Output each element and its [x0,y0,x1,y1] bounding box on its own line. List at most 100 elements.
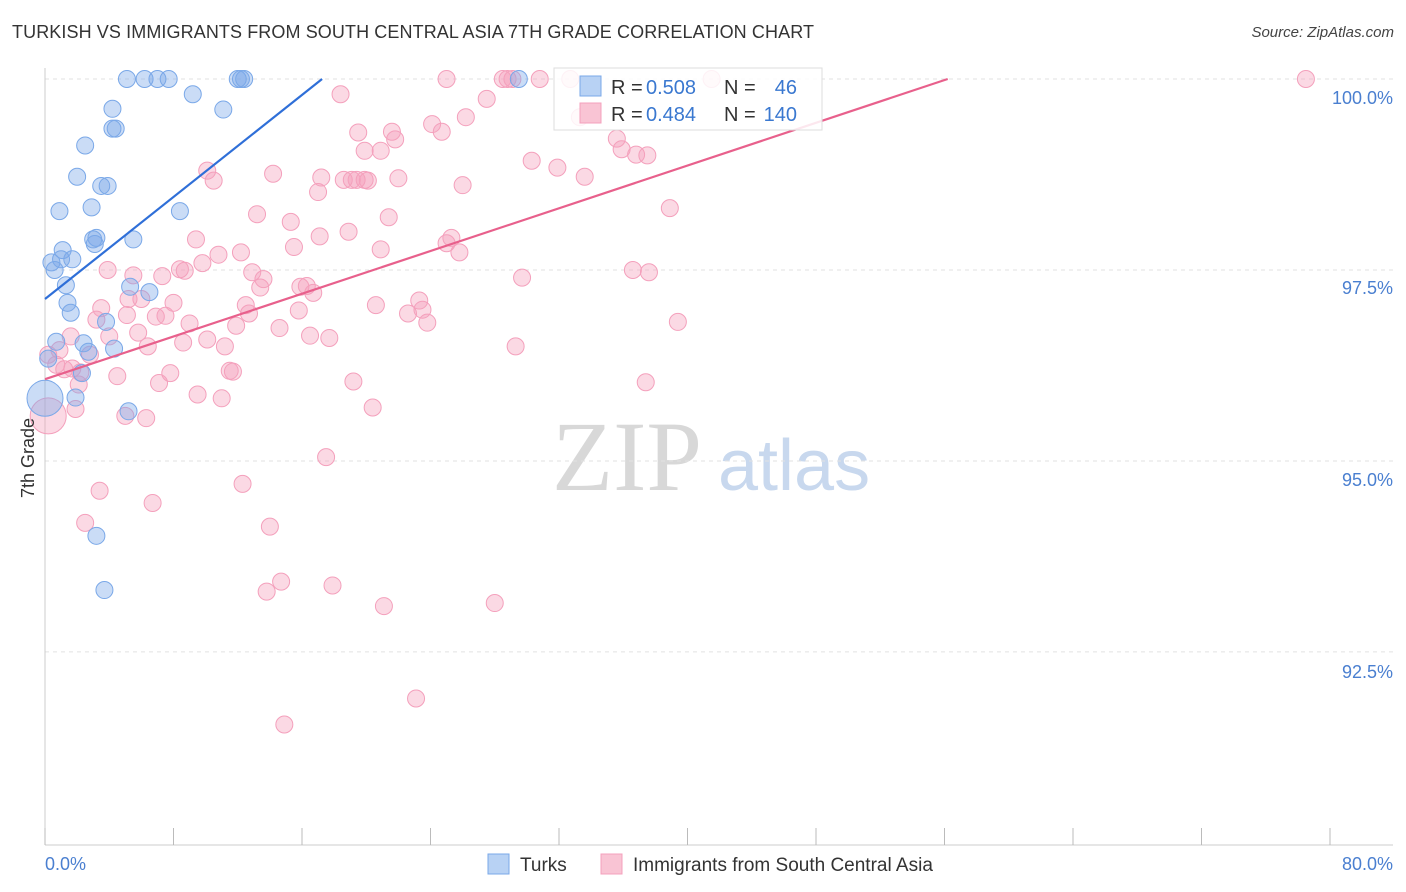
data-point [129,323,148,342]
legend-r-value: 0.484 [646,104,696,126]
watermark-zip: ZIP [552,401,702,512]
data-point [188,385,207,404]
data-point [506,337,525,356]
data-point [379,208,398,227]
legend-swatch-turks [579,75,602,97]
bottom-legend-swatch-immigrants [600,853,623,875]
data-point [358,171,377,190]
data-point [150,374,169,393]
data-point [281,212,300,231]
data-point [548,158,567,177]
data-point [214,100,233,119]
legend-r-label: R = [611,77,643,99]
data-point [450,243,469,262]
data-point [153,267,172,286]
data-point [235,70,254,88]
data-point [121,277,140,296]
data-point [456,108,475,127]
data-point [175,261,194,280]
data-point [98,260,117,279]
data-point [493,70,512,88]
data-point [289,301,308,320]
data-point [636,373,655,392]
data-point [453,176,472,195]
data-point [638,146,657,165]
data-point [243,263,262,282]
data-point [164,293,183,312]
data-point [193,254,212,273]
data-point [92,299,111,318]
data-point [198,330,217,349]
legend-box: R = 0.508 N = 46 R = 0.484 N = 140 [553,67,823,131]
data-point [124,230,143,249]
data-point [45,260,64,279]
data-point [100,327,119,346]
data-point [53,241,72,260]
data-point [264,164,283,183]
data-point [509,70,528,88]
data-point [95,581,114,600]
y-tick-label: 95.0% [1342,470,1393,490]
legend-r-value: 0.508 [646,77,696,99]
data-point [108,367,127,386]
data-point [257,582,276,601]
data-point [1296,70,1315,88]
data-point [272,572,291,591]
x-tick-label-max: 80.0% [1342,854,1393,874]
data-point [432,122,451,141]
data-point [660,199,679,218]
y-tick-label: 92.5% [1342,662,1393,682]
data-point [223,362,242,381]
data-point [146,307,165,326]
legend-n-value: 46 [775,77,797,99]
data-point [301,326,320,345]
data-point [56,276,75,295]
data-point [323,576,342,595]
data-point [82,198,101,217]
data-point [371,141,390,160]
data-point [138,337,157,356]
data-point [349,123,368,142]
legend-n-value: 140 [764,104,797,126]
data-point [503,70,522,88]
data-point [76,513,95,532]
data-point [135,70,154,88]
bottom-legend: Turks Immigrants from South Central Asia [487,853,933,876]
data-point [124,266,143,285]
data-point [117,70,136,88]
legend-r-label: R = [611,104,643,126]
data-point [47,332,66,351]
data-point [423,115,442,134]
data-point [66,388,85,407]
data-point [98,176,117,195]
data-point [159,70,178,88]
legend-n-label: N = [724,104,756,126]
data-point [374,597,393,616]
data-point [26,379,64,417]
data-point [344,372,363,391]
data-point [61,303,80,322]
data-point [309,183,328,202]
data-point [371,240,390,259]
data-point [366,296,385,315]
data-point [248,205,267,224]
data-point [530,70,549,88]
data-point [204,171,223,190]
data-point [103,119,122,138]
data-point [227,316,246,335]
data-point [137,409,156,428]
data-point [186,230,205,249]
data-point [117,306,136,325]
data-point [355,141,374,160]
bottom-legend-label-turks: Turks [520,855,567,876]
data-point [513,268,532,287]
data-point [143,493,162,512]
y-axis-title: 7th Grade [18,418,38,498]
legend-swatch-immigrants [579,102,602,124]
data-point [407,689,426,708]
data-point [270,319,289,338]
data-point [103,99,122,118]
data-point [97,312,116,331]
data-point [477,89,496,108]
